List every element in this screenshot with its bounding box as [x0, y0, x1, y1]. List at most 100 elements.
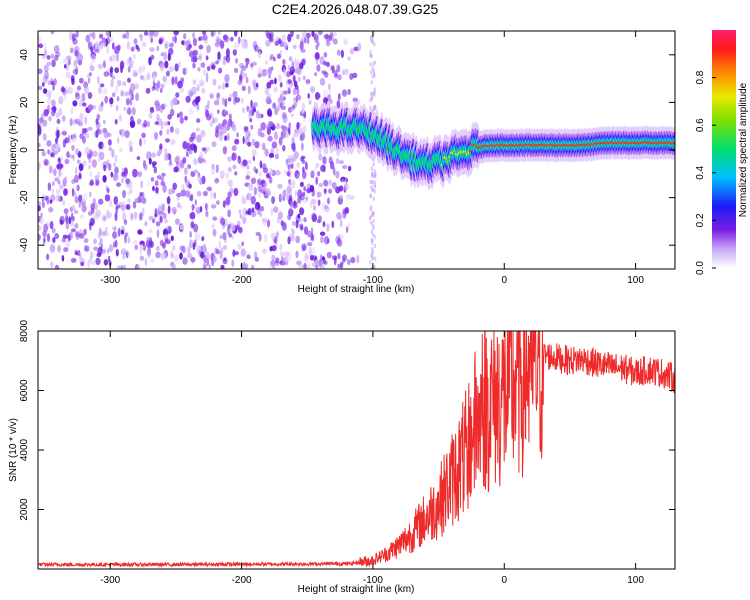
noise-speck: [55, 143, 61, 152]
noise-speck: [230, 223, 236, 232]
noise-speck: [293, 132, 298, 138]
noise-speck: [62, 115, 66, 122]
noise-speck: [371, 66, 374, 71]
noise-speck: [180, 77, 185, 82]
noise-speck: [65, 222, 70, 230]
noise-speck: [123, 173, 127, 180]
noise-speck: [276, 53, 282, 59]
noise-speck: [316, 190, 320, 198]
noise-speck: [300, 156, 304, 162]
noise-speck: [165, 70, 170, 77]
noise-speck: [305, 32, 311, 39]
noise-speck: [235, 58, 239, 64]
noise-speck: [222, 221, 226, 228]
noise-speck: [197, 55, 202, 61]
noise-speck: [294, 128, 300, 134]
noise-speck: [308, 99, 312, 105]
noise-speck: [251, 264, 255, 269]
noise-speck: [228, 118, 233, 127]
noise-speck: [156, 229, 160, 238]
noise-speck: [286, 70, 291, 78]
noise-speck: [322, 156, 327, 165]
noise-speck: [268, 73, 272, 79]
noise-speck: [369, 214, 372, 220]
noise-speck: [350, 256, 356, 264]
noise-speck: [192, 32, 196, 39]
noise-speck: [296, 68, 302, 76]
noise-speck: [175, 218, 180, 226]
noise-speck: [350, 195, 355, 201]
noise-speck: [220, 264, 225, 269]
noise-speck: [129, 146, 133, 153]
noise-speck: [298, 127, 303, 136]
noise-speck: [335, 158, 340, 164]
noise-speck: [371, 256, 374, 261]
noise-speck: [176, 155, 181, 162]
noise-speck: [96, 128, 101, 133]
noise-speck: [113, 226, 117, 231]
noise-speck: [43, 158, 49, 166]
noise-speck: [71, 118, 74, 125]
noise-speck: [221, 97, 225, 106]
noise-speck: [328, 188, 333, 194]
noise-speck: [111, 148, 115, 158]
noise-speck: [126, 58, 131, 66]
noise-speck: [345, 226, 349, 234]
noise-speck: [268, 121, 274, 127]
noise-speck: [159, 130, 163, 136]
noise-speck: [316, 64, 321, 72]
noise-speck: [112, 241, 117, 248]
noise-speck: [316, 93, 322, 98]
noise-speck: [337, 93, 341, 101]
noise-speck: [258, 170, 262, 177]
noise-speck: [251, 210, 257, 218]
noise-speck: [123, 264, 127, 269]
noise-speck: [242, 136, 245, 145]
noise-speck: [78, 99, 84, 107]
snr-y-label: SNR (10 * v/v): [8, 418, 19, 482]
noise-speck: [292, 229, 295, 236]
noise-speck: [179, 252, 183, 260]
noise-speck: [344, 68, 349, 75]
noise-speck: [103, 71, 110, 77]
noise-speck: [46, 98, 52, 104]
noise-speck: [201, 88, 206, 94]
noise-speck: [299, 223, 304, 230]
noise-speck: [305, 161, 308, 171]
noise-speck: [38, 68, 43, 75]
noise-speck: [124, 130, 130, 139]
noise-speck: [51, 59, 56, 68]
noise-speck: [299, 62, 304, 70]
noise-speck: [305, 79, 311, 85]
noise-speck: [87, 258, 91, 268]
noise-speck: [90, 208, 95, 214]
noise-speck: [225, 54, 231, 63]
noise-speck: [317, 171, 321, 177]
noise-speck: [373, 104, 376, 109]
noise-speck: [74, 60, 78, 66]
noise-speck: [224, 111, 229, 116]
noise-speck: [258, 188, 263, 193]
noise-speck: [189, 91, 194, 98]
noise-speck: [63, 94, 67, 101]
noise-speck: [292, 97, 296, 102]
noise-speck: [185, 95, 191, 103]
noise-speck: [214, 42, 220, 48]
noise-speck: [291, 104, 296, 110]
noise-speck: [229, 93, 234, 98]
noise-speck: [95, 130, 99, 138]
noise-speck: [42, 133, 47, 141]
noise-speck: [343, 39, 348, 46]
noise-speck: [277, 38, 282, 45]
noise-speck: [224, 135, 228, 142]
noise-speck: [101, 231, 107, 237]
noise-speck: [197, 67, 201, 72]
noise-speck: [202, 243, 207, 253]
noise-speck: [293, 151, 300, 159]
noise-speck: [62, 234, 69, 239]
noise-speck: [253, 205, 258, 211]
noise-speck: [241, 195, 246, 204]
noise-speck: [210, 166, 216, 175]
noise-speck: [313, 205, 316, 211]
noise-speck: [311, 262, 317, 268]
